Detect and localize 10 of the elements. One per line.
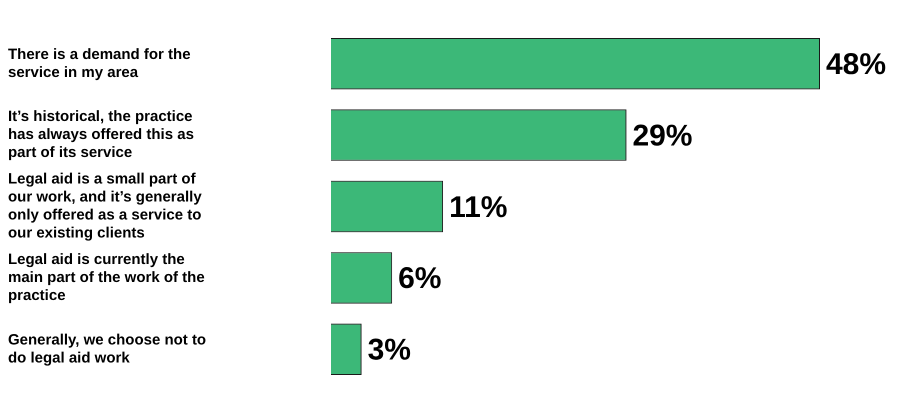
y-tick-label: It’s historical, the practice has always offered this as part of its service <box>8 108 194 162</box>
y-tick-label: Generally, we choose not to do legal aid work <box>8 331 206 366</box>
y-tick-label: There is a demand for the service in my area <box>8 46 191 81</box>
y-tick-label: Legal aid is a small part of our work, and it’s generally only offered as a service to our existing clients <box>8 170 202 242</box>
data-label: 6% <box>398 262 442 296</box>
data-label: 3% <box>368 334 411 367</box>
data-label: 29% <box>632 119 692 152</box>
data-label: 11% <box>449 190 508 224</box>
y-tick-label: Legal aid is currently the main part of the work of the practice <box>8 251 205 304</box>
data-label: 48% <box>826 48 886 81</box>
